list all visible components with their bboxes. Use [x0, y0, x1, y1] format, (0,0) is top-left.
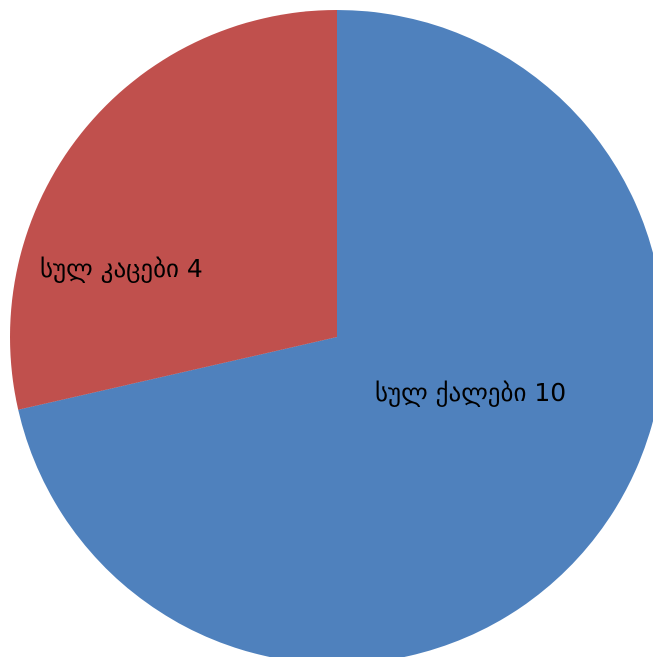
pie-slice-men — [10, 10, 338, 410]
pie-slice-women — [18, 10, 653, 657]
slice-label-men: სულ კაცები 4 — [40, 254, 203, 283]
slice-label-women: სულ ქალები 10 — [375, 378, 566, 407]
pie-slices — [10, 10, 653, 657]
